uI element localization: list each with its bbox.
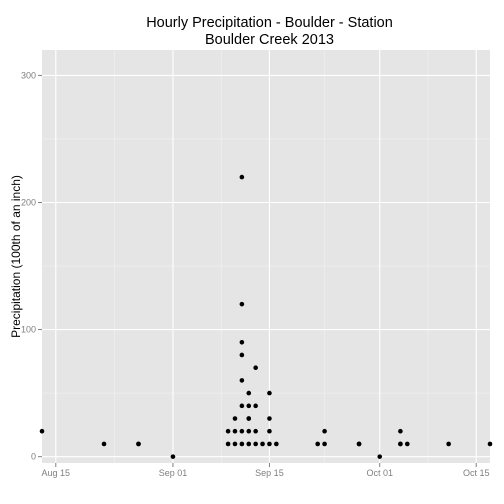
data-point bbox=[398, 428, 403, 434]
data-point bbox=[404, 441, 410, 447]
x-tick-label: Aug 15 bbox=[42, 468, 71, 478]
data-point bbox=[274, 441, 279, 447]
data-points bbox=[39, 174, 493, 459]
data-point bbox=[398, 441, 403, 447]
data-point bbox=[170, 454, 176, 459]
data-point bbox=[225, 441, 231, 447]
x-tick-label: Sep 15 bbox=[255, 468, 284, 478]
x-tick-label: Oct 15 bbox=[463, 468, 490, 478]
data-point bbox=[267, 441, 272, 447]
x-tick-label: Sep 01 bbox=[159, 468, 188, 478]
data-point bbox=[267, 428, 272, 434]
data-point bbox=[315, 441, 320, 447]
data-point bbox=[239, 339, 245, 345]
data-point bbox=[239, 441, 245, 447]
minor-gridlines bbox=[42, 50, 490, 463]
x-tick-label: Oct 01 bbox=[366, 468, 393, 478]
axis-ticks: 0 100 200 300 Aug 15 Sep 01 Sep 15 Oct 01 Oct 15 bbox=[21, 70, 490, 478]
data-point bbox=[267, 390, 272, 396]
data-point bbox=[253, 441, 258, 447]
data-point bbox=[39, 428, 45, 434]
data-point bbox=[356, 441, 362, 447]
data-point bbox=[232, 416, 238, 421]
data-point bbox=[253, 428, 258, 434]
data-point bbox=[232, 441, 238, 447]
y-tick-label: 100 bbox=[21, 325, 36, 335]
data-point bbox=[260, 441, 265, 447]
data-point bbox=[246, 441, 252, 447]
data-point bbox=[246, 416, 252, 421]
data-point bbox=[246, 390, 252, 396]
y-axis-title: Precipitation (100th of an inch) bbox=[9, 175, 23, 338]
data-point bbox=[446, 441, 451, 447]
data-point bbox=[239, 428, 245, 434]
data-point bbox=[239, 174, 245, 180]
data-point bbox=[322, 428, 327, 434]
chart-title-line-2: Boulder Creek 2013 bbox=[205, 32, 334, 48]
data-point bbox=[136, 441, 141, 447]
data-point bbox=[377, 454, 383, 459]
y-tick-label: 0 bbox=[31, 452, 36, 462]
y-tick-label: 200 bbox=[21, 197, 36, 207]
data-point bbox=[246, 428, 252, 434]
data-point bbox=[239, 301, 245, 307]
data-point bbox=[487, 441, 493, 447]
data-point bbox=[101, 441, 107, 447]
data-point bbox=[239, 403, 245, 409]
data-point bbox=[239, 378, 245, 383]
data-point bbox=[267, 416, 272, 421]
chart-title-line-1: Hourly Precipitation - Boulder - Station bbox=[146, 15, 393, 31]
data-point bbox=[239, 352, 245, 358]
data-point bbox=[253, 403, 258, 409]
data-point bbox=[322, 441, 327, 447]
plot-panel bbox=[42, 50, 490, 463]
data-point bbox=[225, 428, 231, 434]
y-tick-label: 300 bbox=[21, 70, 36, 80]
major-gridlines bbox=[42, 50, 490, 463]
data-point bbox=[232, 428, 238, 434]
data-point bbox=[253, 365, 258, 370]
data-point bbox=[246, 403, 252, 409]
